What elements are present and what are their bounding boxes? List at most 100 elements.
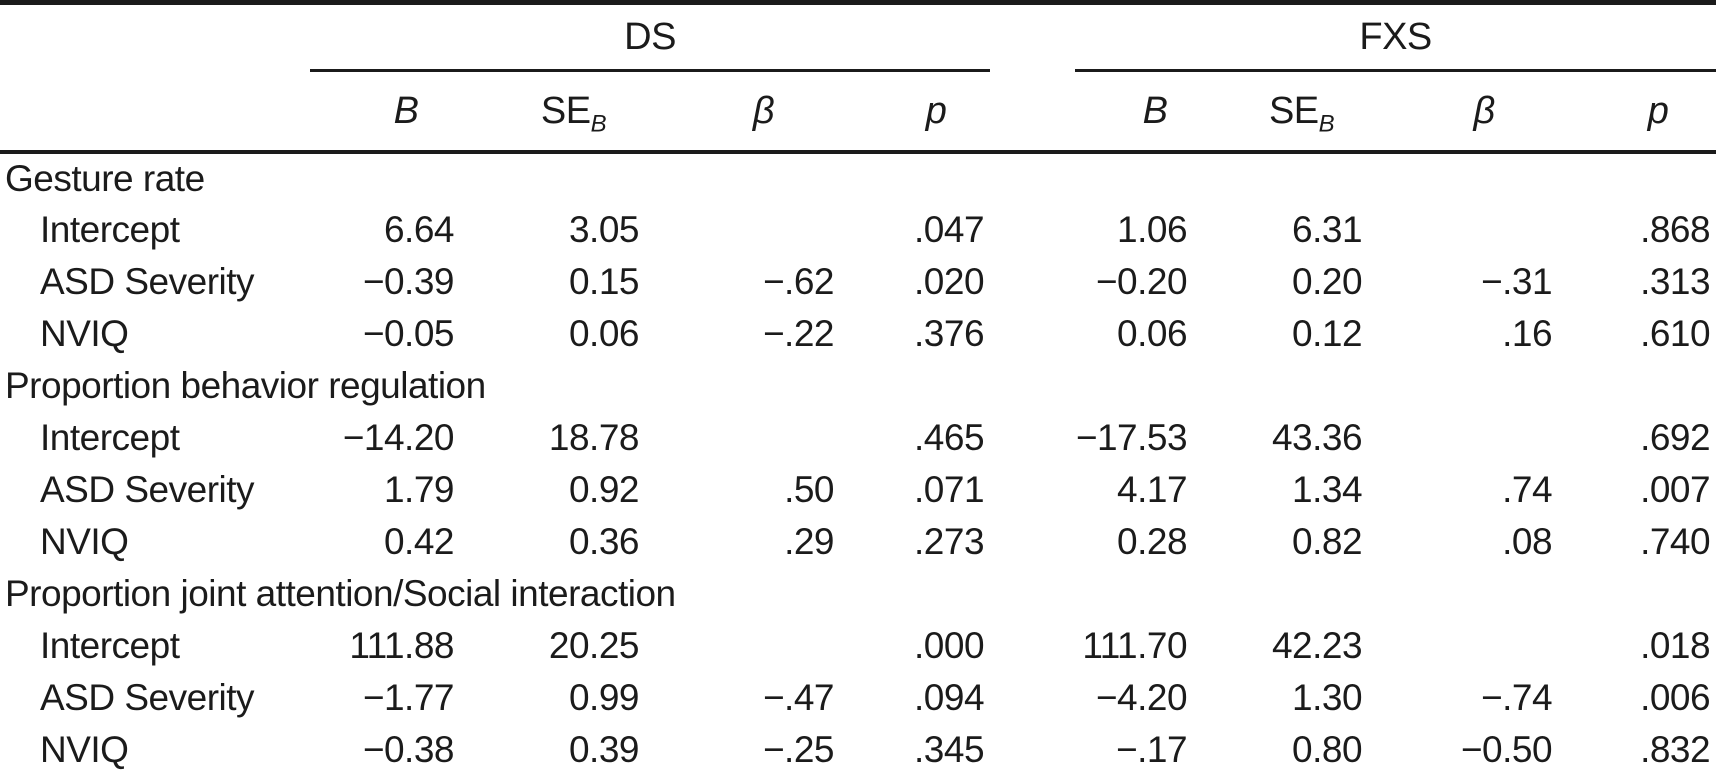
cell-ds-b: −14.20	[342, 417, 455, 458]
cell-ds-p: .071	[914, 469, 985, 510]
cell-fxs-se: 0.82	[1292, 521, 1363, 562]
cell-ds-beta: −.47	[762, 677, 835, 718]
group-gap	[990, 308, 1075, 360]
cell-fxs-p: .832	[1640, 729, 1711, 770]
group-gap	[990, 256, 1075, 308]
cell-ds-b: 6.64	[383, 209, 455, 250]
section-header-row: Proportion joint attention/Social intera…	[0, 568, 1716, 620]
group-gap	[990, 620, 1075, 672]
cell-fxs-b: −0.20	[1095, 261, 1188, 302]
table-row: ASD Severity 1.79 0.92 .50 .071 4.17 1.3…	[0, 464, 1716, 516]
cell-ds-se: 0.06	[568, 313, 640, 354]
cell-fxs-se: 0.20	[1292, 261, 1363, 302]
cell-ds-p: .376	[914, 313, 985, 354]
cell-fxs-se: 0.12	[1292, 313, 1363, 354]
cell-fxs-se: 43.36	[1271, 417, 1363, 458]
cell-fxs-b: −4.20	[1095, 677, 1188, 718]
table-row: Intercept 111.88 20.25 .000 111.70 42.23…	[0, 620, 1716, 672]
cell-fxs-p: .018	[1640, 625, 1711, 666]
row-label: NVIQ	[40, 313, 129, 354]
row-label: NVIQ	[40, 729, 129, 770]
ds-group-header: DS	[310, 2, 991, 72]
cell-ds-p: .345	[914, 729, 985, 770]
cell-fxs-b: −17.53	[1075, 417, 1188, 458]
cell-ds-p: .094	[914, 677, 985, 718]
row-label: Intercept	[40, 417, 180, 458]
group-header-row: DS FXS	[0, 2, 1716, 72]
cell-fxs-beta: .08	[1502, 521, 1553, 562]
row-label: Intercept	[40, 209, 180, 250]
cell-ds-se: 0.36	[568, 521, 640, 562]
label-column-spacer	[0, 3, 310, 71]
cell-fxs-p: .740	[1640, 521, 1711, 562]
cell-ds-beta: −.25	[762, 729, 835, 770]
cell-fxs-b: −.17	[1116, 729, 1188, 770]
cell-ds-se: 20.25	[548, 625, 640, 666]
cell-fxs-p: .610	[1640, 313, 1711, 354]
cell-fxs-se: 6.31	[1292, 209, 1363, 250]
cell-ds-beta: −.22	[762, 313, 835, 354]
group-gap	[990, 516, 1075, 568]
row-label: ASD Severity	[40, 677, 255, 718]
group-gap	[990, 70, 1076, 154]
table-row: NVIQ 0.42 0.36 .29 .273 0.28 0.82 .08 .7…	[0, 516, 1716, 568]
cell-ds-beta: −.62	[762, 261, 835, 302]
table-row: NVIQ −0.38 0.39 −.25 .345 −.17 0.80 −0.5…	[0, 724, 1716, 776]
group-gap	[990, 672, 1075, 724]
cell-ds-p: .020	[914, 261, 985, 302]
cell-fxs-b: 0.06	[1117, 313, 1188, 354]
table-row: Intercept 6.64 3.05 .047 1.06 6.31 .868	[0, 204, 1716, 256]
cell-fxs-beta: .16	[1502, 313, 1553, 354]
fxs-group-header: FXS	[1075, 2, 1716, 72]
cell-ds-b: 111.88	[349, 625, 454, 666]
cell-fxs-b: 1.06	[1117, 209, 1188, 250]
se-subscript: B	[590, 110, 607, 138]
cell-ds-b: 1.79	[383, 469, 455, 510]
cell-fxs-p: .313	[1640, 261, 1711, 302]
group-gap	[990, 412, 1075, 464]
cell-fxs-b: 0.28	[1117, 521, 1188, 562]
se-label: SE	[540, 89, 591, 132]
row-label: ASD Severity	[40, 469, 255, 510]
cell-fxs-p: .006	[1640, 677, 1711, 718]
cell-ds-b: −0.38	[362, 729, 455, 770]
cell-fxs-p: .868	[1640, 209, 1711, 250]
cell-ds-se: 0.39	[568, 729, 640, 770]
cell-fxs-beta	[1368, 620, 1558, 672]
cell-ds-beta: .50	[784, 469, 834, 510]
cell-fxs-b: 4.17	[1117, 469, 1188, 510]
cell-fxs-beta: −.31	[1481, 261, 1553, 302]
cell-fxs-b: 111.70	[1082, 625, 1188, 666]
fxs-p-header: p	[1558, 70, 1716, 154]
cell-fxs-p: .007	[1640, 469, 1711, 510]
cell-ds-b: 0.42	[383, 521, 455, 562]
section-title: Proportion joint attention/Social intera…	[5, 573, 676, 614]
cell-ds-p: .000	[914, 625, 985, 666]
group-gap	[990, 204, 1075, 256]
cell-fxs-beta	[1368, 412, 1558, 464]
cell-fxs-se: 1.30	[1292, 677, 1363, 718]
cell-ds-beta	[645, 204, 840, 256]
se-label: SE	[1268, 89, 1319, 132]
group-gap	[990, 3, 1075, 71]
section-header-row: Gesture rate	[0, 152, 1716, 204]
cell-ds-se: 3.05	[568, 209, 640, 250]
column-header-row: B SEB β p B SEB β p	[0, 70, 1716, 154]
cell-fxs-se: 42.23	[1271, 625, 1363, 666]
group-gap	[990, 464, 1075, 516]
cell-ds-beta	[645, 412, 840, 464]
cell-fxs-beta: −0.50	[1460, 729, 1553, 770]
cell-fxs-beta	[1368, 204, 1558, 256]
ds-beta-header: β	[645, 70, 840, 154]
table-row: NVIQ −0.05 0.06 −.22 .376 0.06 0.12 .16 …	[0, 308, 1716, 360]
row-label: Intercept	[40, 625, 180, 666]
section-title: Gesture rate	[5, 158, 205, 199]
cell-fxs-beta: −.74	[1481, 677, 1553, 718]
group-gap	[990, 724, 1075, 776]
cell-fxs-se: 0.80	[1292, 729, 1363, 770]
cell-fxs-se: 1.34	[1292, 469, 1363, 510]
row-label: ASD Severity	[40, 261, 255, 302]
label-column-header	[0, 70, 310, 154]
section-header-row: Proportion behavior regulation	[0, 360, 1716, 412]
